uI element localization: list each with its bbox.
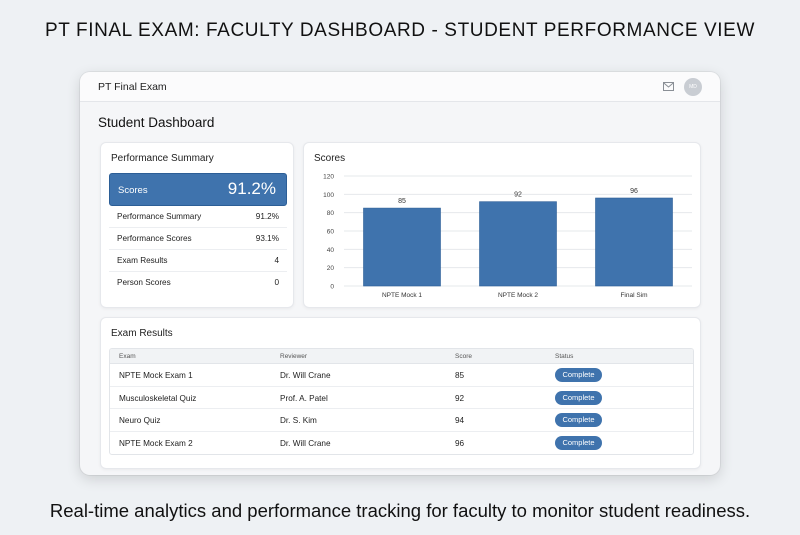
y-tick-label: 60 (327, 229, 335, 236)
x-tick-label: Final Sim (620, 292, 647, 299)
x-tick-label: NPTE Mock 1 (382, 292, 422, 299)
table-row[interactable]: Neuro Quiz Dr. S. Kim 94 Complete (110, 409, 693, 432)
scores-highlight-value: 91.2% (227, 179, 276, 198)
summary-row: Exam Results 4 (109, 250, 287, 272)
y-tick-label: 120 (323, 174, 334, 181)
y-tick-label: 100 (323, 192, 334, 199)
summary-row-value: 4 (274, 256, 279, 265)
column-header-reviewer[interactable]: Reviewer (280, 353, 308, 360)
table-header: Exam Reviewer Score Status (110, 349, 693, 364)
exam-cell: Neuro Quiz (119, 416, 161, 425)
summary-row-value: 93.1% (255, 234, 279, 243)
summary-row-value: 0 (274, 278, 279, 287)
table-row[interactable]: Musculoskeletal Quiz Prof. A. Patel 92 C… (110, 387, 693, 409)
score-cell: 94 (455, 416, 465, 425)
table-row[interactable]: NPTE Mock Exam 1 Dr. Will Crane 85 Compl… (110, 364, 693, 387)
data-label: 85 (398, 198, 406, 205)
bottom-caption: Real-time analytics and performance trac… (49, 500, 751, 521)
column-header-exam[interactable]: Exam (119, 353, 136, 360)
summary-row-label: Person Scores (117, 278, 171, 287)
bar (595, 197, 673, 287)
y-tick-label: 20 (327, 265, 335, 272)
table-row[interactable]: NPTE Mock Exam 2 Dr. Will Crane 96 Compl… (110, 432, 693, 455)
performance-summary-card: Performance Summary Scores 91.2% Perform… (100, 142, 294, 308)
title-bar: PT Final Exam MD (80, 72, 720, 102)
reviewer-cell: Dr. Will Crane (280, 371, 331, 380)
data-label: 92 (514, 192, 522, 199)
top-caption: PT FINAL EXAM: FACULTY DASHBOARD - STUDE… (44, 20, 755, 41)
exam-cell: NPTE Mock Exam 2 (119, 438, 193, 448)
status-badge[interactable]: Complete (555, 413, 602, 427)
y-tick-label: 40 (327, 247, 335, 254)
scores-highlight-label: Scores (118, 185, 148, 196)
exam-cell: Musculoskeletal Quiz (119, 393, 197, 403)
mail-icon[interactable] (663, 82, 674, 91)
app-title: PT Final Exam (98, 81, 167, 93)
summary-row-label: Performance Summary (117, 212, 202, 221)
score-cell: 92 (455, 393, 465, 403)
summary-row-label: Exam Results (117, 256, 168, 265)
scores-highlight[interactable]: Scores 91.2% (109, 173, 287, 206)
avatar[interactable]: MD (684, 78, 702, 96)
performance-summary-title: Performance Summary (111, 153, 214, 164)
column-header-status[interactable]: Status (555, 353, 574, 360)
reviewer-cell: Dr. S. Kim (280, 416, 317, 425)
y-tick-label: 0 (330, 284, 334, 291)
summary-row: Performance Summary 91.2% (109, 206, 287, 228)
scores-chart-title: Scores (314, 153, 346, 164)
column-header-score[interactable]: Score (455, 353, 472, 360)
reviewer-cell: Dr. Will Crane (280, 438, 331, 448)
bar (479, 201, 557, 287)
summary-row: Performance Scores 93.1% (109, 228, 287, 250)
summary-row-label: Performance Scores (117, 234, 192, 243)
scores-chart-card: Scores 0 20 40 60 80 100 120 85 NPTE Mock 1 92 NPT… (303, 142, 701, 308)
score-cell: 96 (455, 438, 465, 448)
page-title: Student Dashboard (98, 115, 215, 130)
app-window: PT Final Exam MD Student Dashboard Perfo… (80, 72, 720, 475)
y-tick-label: 80 (327, 210, 335, 217)
summary-row: Person Scores 0 (109, 272, 287, 294)
scores-bar-chart: 0 20 40 60 80 100 120 85 NPTE Mock 1 92 NPTE Mock … (323, 174, 692, 299)
exam-cell: NPTE Mock Exam 1 (119, 371, 193, 380)
score-cell: 85 (455, 371, 465, 380)
status-badge[interactable]: Complete (555, 368, 602, 382)
exam-results-card: Exam Results Exam Reviewer Score Status … (100, 317, 701, 469)
data-label: 96 (630, 188, 638, 195)
reviewer-cell: Prof. A. Patel (280, 393, 328, 403)
exam-results-title: Exam Results (111, 328, 173, 339)
status-badge[interactable]: Complete (555, 435, 602, 450)
x-tick-label: NPTE Mock 2 (498, 292, 538, 299)
status-badge[interactable]: Complete (555, 390, 602, 405)
bar (363, 207, 441, 287)
exam-results-table: Exam Reviewer Score Status NPTE Mock Exa… (109, 348, 694, 455)
summary-row-value: 91.2% (255, 212, 279, 221)
